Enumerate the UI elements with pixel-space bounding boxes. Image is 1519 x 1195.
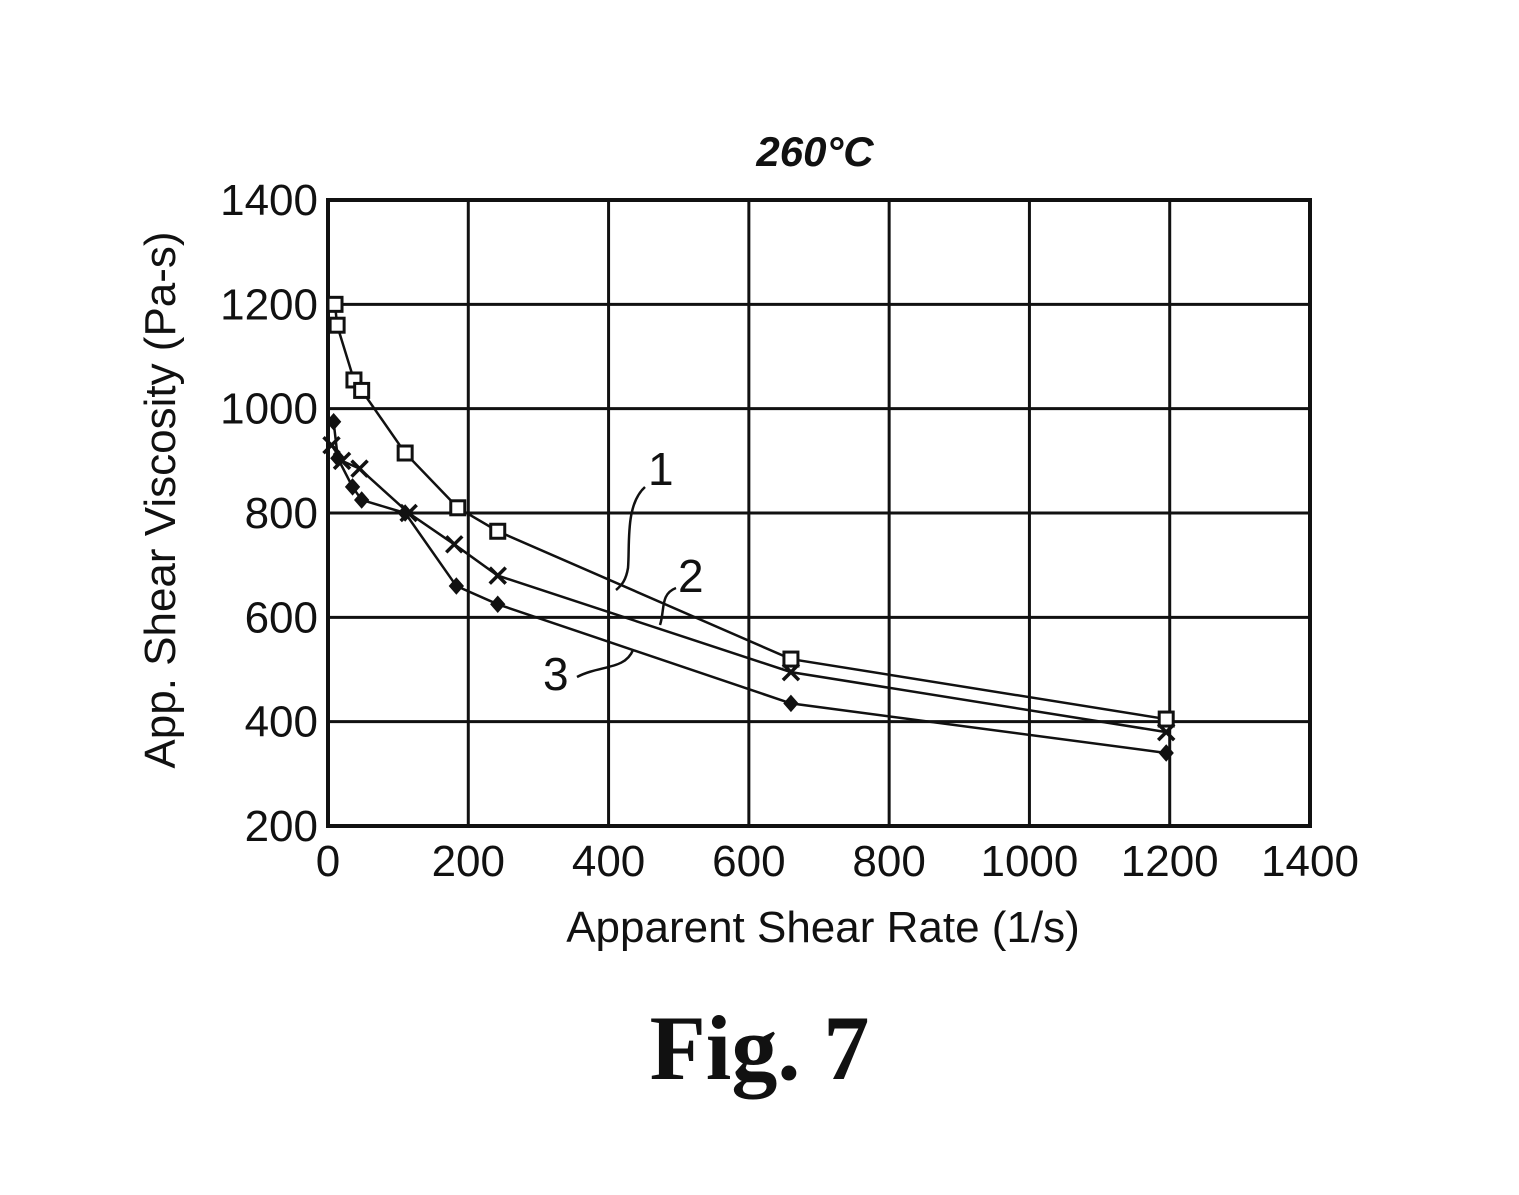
data-point-diamond <box>491 596 505 612</box>
y-tick-label: 1400 <box>220 176 318 225</box>
x-tick-label: 0 <box>316 837 340 886</box>
x-tick-label: 200 <box>432 837 505 886</box>
y-tick-label: 400 <box>245 698 318 747</box>
callout-leader <box>616 487 645 590</box>
y-axis-title: App. Shear Viscosity (Pa-s) <box>136 231 185 768</box>
y-tick-label: 1200 <box>220 280 318 329</box>
y-tick-label: 600 <box>245 593 318 642</box>
callout-leader <box>577 650 633 677</box>
data-point-square <box>451 501 465 515</box>
x-tick-label: 400 <box>572 837 645 886</box>
y-tick-labels: 200 400 600 800 1000 1200 1400 <box>220 176 318 851</box>
data-point-square <box>491 524 505 538</box>
y-tick-label: 200 <box>245 802 318 851</box>
x-tick-label: 1000 <box>980 837 1078 886</box>
x-tick-label: 800 <box>852 837 925 886</box>
x-tick-label: 1200 <box>1121 837 1219 886</box>
data-point-square <box>330 318 344 332</box>
x-tick-labels: 0 200 400 600 800 1000 1200 1400 <box>316 837 1359 886</box>
x-tick-label: 1400 <box>1261 837 1359 886</box>
curve-annotations: 1 2 3 <box>543 443 704 700</box>
curve-label: 2 <box>678 550 704 602</box>
data-point-square <box>398 446 412 460</box>
figure-caption: Fig. 7 <box>0 995 1519 1101</box>
x-tick-label: 600 <box>712 837 785 886</box>
data-point-square <box>328 297 342 311</box>
curve-label: 3 <box>543 648 569 700</box>
data-point-square <box>1159 712 1173 726</box>
data-point-square <box>355 383 369 397</box>
x-axis-title: Apparent Shear Rate (1/s) <box>566 903 1080 952</box>
chart-title: 260°C <box>755 128 874 175</box>
data-point-x <box>352 461 368 477</box>
data-point-x <box>490 568 506 584</box>
data-point-diamond <box>784 695 798 711</box>
y-tick-label: 1000 <box>220 385 318 434</box>
data-point-x <box>446 536 462 552</box>
y-tick-label: 800 <box>245 489 318 538</box>
curve-label: 1 <box>648 443 674 495</box>
data-point-square <box>784 652 798 666</box>
